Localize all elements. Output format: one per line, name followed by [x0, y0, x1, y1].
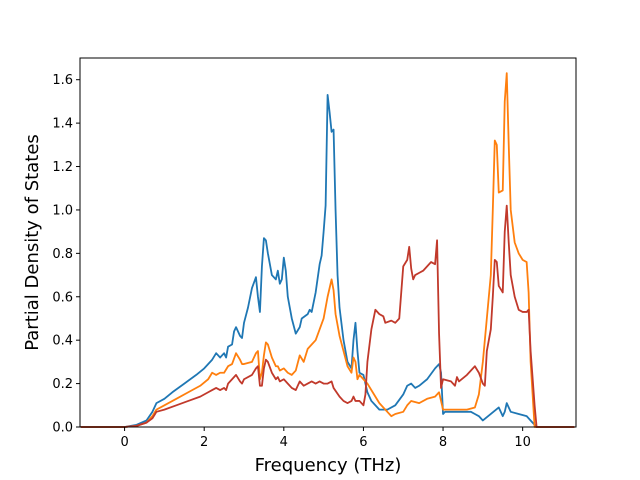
y-tick-label: 0.8 [52, 247, 73, 262]
y-tick-label: 1.0 [52, 203, 73, 218]
x-tick-label: 8 [439, 435, 447, 450]
y-tick-label: 0.6 [52, 290, 73, 305]
x-tick-label: 10 [514, 435, 531, 450]
x-tick-label: 6 [359, 435, 367, 450]
y-tick-label: 0.0 [52, 421, 73, 436]
y-axis-label: Partial Density of States [22, 134, 43, 351]
y-tick-label: 1.6 [52, 73, 73, 88]
y-tick-label: 1.2 [52, 160, 73, 175]
y-tick-label: 0.2 [52, 377, 73, 392]
y-tick-label: 0.4 [52, 334, 73, 349]
y-tick-label: 1.4 [52, 117, 73, 132]
x-tick-label: 0 [120, 435, 128, 450]
x-axis-label: Frequency (THz) [255, 455, 402, 476]
x-tick-label: 2 [200, 435, 208, 450]
x-tick-label: 4 [280, 435, 288, 450]
